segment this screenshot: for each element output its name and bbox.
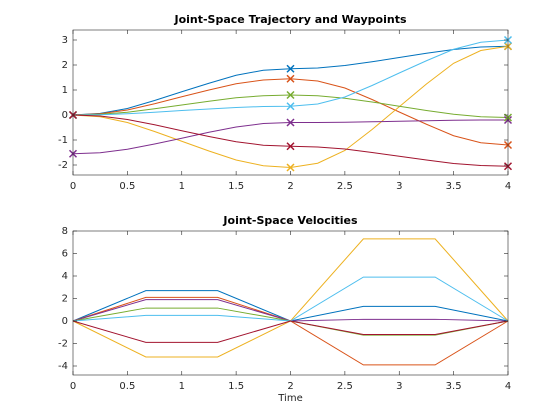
waypoint-marker [286, 118, 295, 127]
x-tick-label: 3.5 [446, 381, 462, 392]
y-tick-label: 0 [62, 316, 68, 327]
y-tick-label: 4 [62, 271, 68, 282]
waypoint-marker [286, 90, 295, 100]
x-tick-label: 0 [70, 381, 76, 392]
series-line [72, 320, 509, 343]
waypoint-marker [286, 102, 295, 111]
x-tick-label: 3 [396, 381, 402, 392]
y-tick-label: -4 [58, 361, 68, 372]
x-tick-label: 3.5 [446, 181, 462, 192]
x-tick-label: 0.5 [119, 181, 135, 192]
x-tick-label: 0 [70, 181, 76, 192]
y-tick-label: 6 [62, 249, 68, 260]
y-tick-label: 1 [62, 85, 68, 96]
chart-title: Joint-Space Velocities [222, 214, 358, 227]
x-axis-label: Time [277, 393, 302, 404]
x-tick-label: 4 [505, 381, 511, 392]
x-tick-label: 4 [505, 181, 511, 192]
x-tick-label: 2 [287, 181, 293, 192]
x-tick-label: 1.5 [228, 181, 244, 192]
plot-area [73, 30, 508, 175]
waypoint-marker [286, 74, 295, 83]
y-tick-label: 3 [62, 35, 68, 46]
plot-area [73, 231, 508, 375]
y-tick-label: -1 [58, 135, 68, 146]
x-tick-label: 1 [179, 181, 185, 192]
x-tick-label: 2.5 [337, 381, 353, 392]
y-tick-label: 8 [62, 226, 68, 237]
x-tick-label: 2 [287, 381, 293, 392]
y-tick-label: -2 [58, 160, 68, 171]
x-tick-label: 1 [179, 381, 185, 392]
x-tick-label: 0.5 [119, 381, 135, 392]
waypoint-marker [286, 64, 295, 73]
y-tick-label: 2 [62, 294, 68, 305]
chart-title: Joint-Space Trajectory and Waypoints [173, 13, 406, 26]
y-tick-label: -2 [58, 339, 68, 350]
x-tick-label: 2.5 [337, 181, 353, 192]
waypoint-marker [286, 163, 295, 172]
axes: 0 0.5 1 1.5 2 2.5 3 3.5 4 -2 -1 0 1 2 3 Joint-Space Tra… [58, 13, 513, 192]
waypoint-marker [286, 142, 295, 151]
y-tick-label: 0 [62, 110, 68, 121]
x-tick-label: 1.5 [228, 381, 244, 392]
y-tick-label: 2 [62, 60, 68, 71]
x-tick-label: 3 [396, 181, 402, 192]
axes: 0 0.5 1 1.5 2 2.5 3 3.5 4 -4 -2 0 2 4 6 8 Joint-Space Ve… [58, 214, 511, 404]
